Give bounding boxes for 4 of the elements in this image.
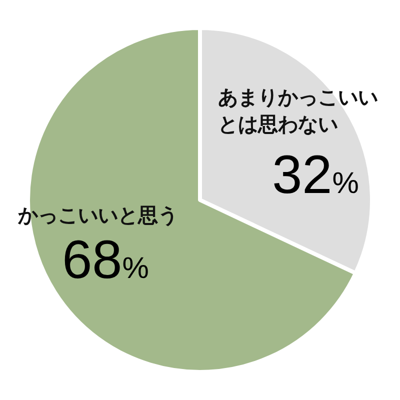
slice-label: かっこいいと思う (18, 202, 179, 229)
data-label: 32% (272, 145, 359, 205)
slice-label: あまりかっこいいとは思わない (218, 84, 379, 138)
data-label: 68% (62, 230, 149, 290)
